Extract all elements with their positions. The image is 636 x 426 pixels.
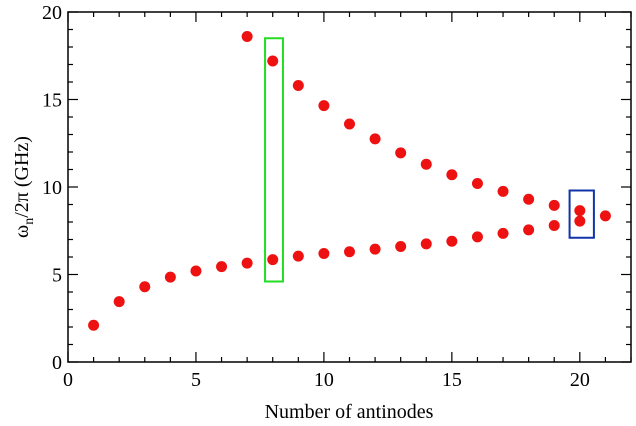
data-point bbox=[599, 210, 611, 222]
data-point bbox=[344, 118, 355, 130]
x-tick-label: 20 bbox=[570, 369, 590, 391]
data-point bbox=[241, 257, 253, 269]
data-point bbox=[241, 31, 253, 42]
data-point bbox=[216, 261, 228, 273]
data-point bbox=[523, 193, 535, 205]
data-point bbox=[267, 254, 279, 266]
data-point bbox=[139, 281, 151, 293]
data-point bbox=[446, 169, 458, 181]
y-axis-label-rest: /2π (GHz) bbox=[11, 136, 33, 218]
x-axis-label: Number of antinodes bbox=[265, 401, 434, 423]
data-point bbox=[471, 231, 483, 243]
data-point bbox=[369, 243, 381, 255]
data-point bbox=[548, 199, 560, 211]
data-point bbox=[574, 215, 586, 227]
data-point bbox=[548, 220, 560, 231]
y-axis-label-subscript: n bbox=[22, 218, 37, 225]
highlight-boxes bbox=[264, 37, 595, 283]
data-point bbox=[574, 205, 586, 217]
data-point bbox=[267, 55, 279, 67]
data-point bbox=[420, 158, 432, 170]
data-point bbox=[369, 133, 381, 145]
data-point bbox=[523, 224, 535, 236]
y-tick-label: 10 bbox=[42, 177, 62, 199]
y-tick-label: 20 bbox=[42, 2, 62, 24]
data-point bbox=[318, 248, 330, 259]
data-point bbox=[164, 271, 176, 283]
data-point bbox=[318, 100, 330, 112]
tick-marks bbox=[67, 11, 632, 363]
highlight-box bbox=[568, 189, 595, 239]
y-tick-label: 0 bbox=[52, 352, 62, 374]
x-tick-label: 10 bbox=[314, 369, 334, 391]
data-points bbox=[88, 31, 611, 331]
data-point bbox=[190, 265, 202, 277]
data-point bbox=[497, 227, 509, 239]
data-point bbox=[292, 80, 304, 91]
tick-labels: 0 5 10 15 20 0 5 10 15 20 bbox=[42, 2, 590, 391]
y-axis-label: ωn/2π (GHz) bbox=[11, 136, 37, 238]
data-point bbox=[344, 246, 355, 258]
data-point bbox=[395, 241, 407, 252]
x-tick-label: 5 bbox=[191, 369, 201, 391]
plot-area-frame bbox=[67, 11, 632, 363]
highlight-box bbox=[264, 37, 284, 283]
data-point bbox=[292, 250, 304, 262]
data-point bbox=[420, 238, 432, 250]
data-point bbox=[88, 319, 100, 331]
data-point bbox=[446, 235, 458, 247]
y-axis-label-symbol: ω bbox=[11, 225, 33, 238]
x-tick-label: 15 bbox=[442, 369, 462, 391]
y-tick-label: 15 bbox=[42, 90, 62, 112]
y-tick-label: 5 bbox=[52, 265, 62, 287]
data-point bbox=[395, 147, 407, 159]
data-point bbox=[113, 296, 125, 308]
x-tick-label: 0 bbox=[63, 369, 73, 391]
data-point bbox=[471, 178, 483, 189]
data-point bbox=[497, 185, 509, 197]
